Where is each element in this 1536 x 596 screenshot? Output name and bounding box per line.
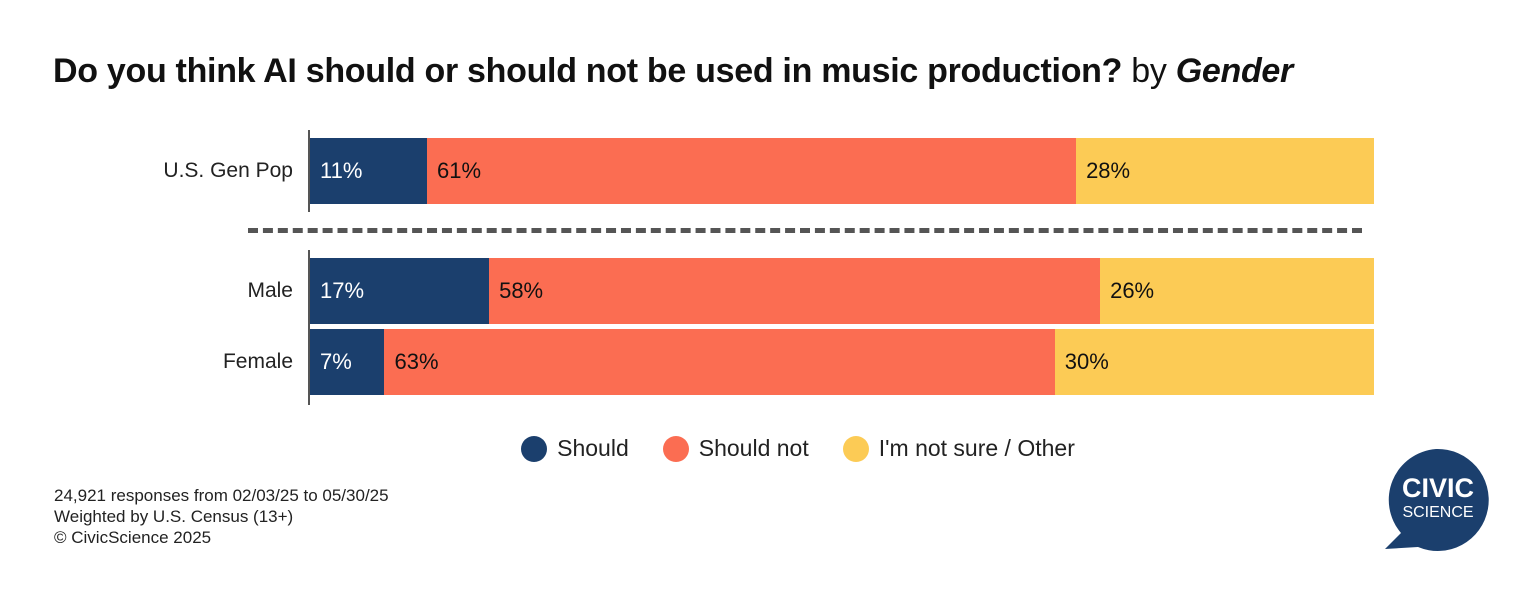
chart-title: Do you think AI should or should not be … (53, 52, 1293, 91)
legend-item-should-not: Should not (662, 435, 809, 462)
bar-segment-not-sure: 30% (1054, 329, 1374, 395)
data-label: 7% (320, 349, 352, 374)
data-label: 58% (499, 278, 544, 303)
footnote-responses: 24,921 responses from 02/03/25 to 05/30/… (54, 486, 389, 505)
legend-swatch-not-sure (842, 435, 869, 462)
footnote-weighting: Weighted by U.S. Census (13+) (54, 507, 294, 526)
logo-speech-bubble (1385, 448, 1489, 551)
data-label: 28% (1086, 158, 1131, 183)
title-question: Do you think AI should or should not be … (53, 52, 1123, 90)
bar-segment-should-not: 61% (427, 138, 1077, 204)
bar-segment-should: 17% (310, 258, 490, 324)
data-label: 26% (1110, 278, 1155, 303)
category-label: U.S. Gen Pop (163, 159, 293, 182)
data-label: 17% (320, 278, 365, 303)
axis-line (308, 250, 310, 405)
stacked-bar: 7% 63% 30% (310, 329, 1374, 395)
legend-swatch-should-not (662, 435, 689, 462)
category-label: Male (247, 279, 293, 302)
logo-text-civic: CIVIC (1402, 473, 1474, 503)
data-label: 63% (394, 349, 439, 374)
legend-item-not-sure: I'm not sure / Other (842, 435, 1075, 462)
category-label: Female (222, 350, 293, 373)
legend: Should Should not I'm not sure / Other (0, 435, 1536, 462)
data-label: 11% (320, 158, 363, 183)
stacked-bar: 11% 61% 28% (310, 138, 1374, 204)
footnote-copyright: © CivicScience 2025 (54, 528, 212, 547)
data-label: 61% (437, 158, 482, 183)
bar-segment-not-sure: 28% (1076, 138, 1374, 204)
bar-segment-should: 7% (310, 329, 385, 395)
legend-label-not-sure: I'm not sure / Other (878, 435, 1075, 461)
bar-segment-should-not: 63% (384, 329, 1055, 395)
civicscience-logo: CIVIC SCIENCE (1385, 448, 1489, 551)
bar-segment-should-not: 58% (489, 258, 1101, 324)
data-label: 30% (1064, 349, 1109, 374)
bar-segment-should: 11% (310, 138, 428, 204)
footnotes: 24,921 responses from 02/03/25 to 05/30/… (54, 485, 389, 548)
stacked-bar: 17% 58% 26% (310, 258, 1374, 324)
title-dimension: Gender (1175, 52, 1294, 90)
legend-label-should-not: Should not (698, 435, 809, 461)
axis-line (308, 130, 310, 212)
legend-label-should: Should (557, 435, 629, 461)
title-by: by (1131, 52, 1167, 90)
legend-swatch-should (521, 435, 548, 462)
bar-segment-not-sure: 26% (1100, 258, 1374, 324)
legend-item-should: Should (521, 435, 629, 462)
group-divider (248, 228, 1362, 233)
logo-text-science: SCIENCE (1402, 504, 1473, 521)
